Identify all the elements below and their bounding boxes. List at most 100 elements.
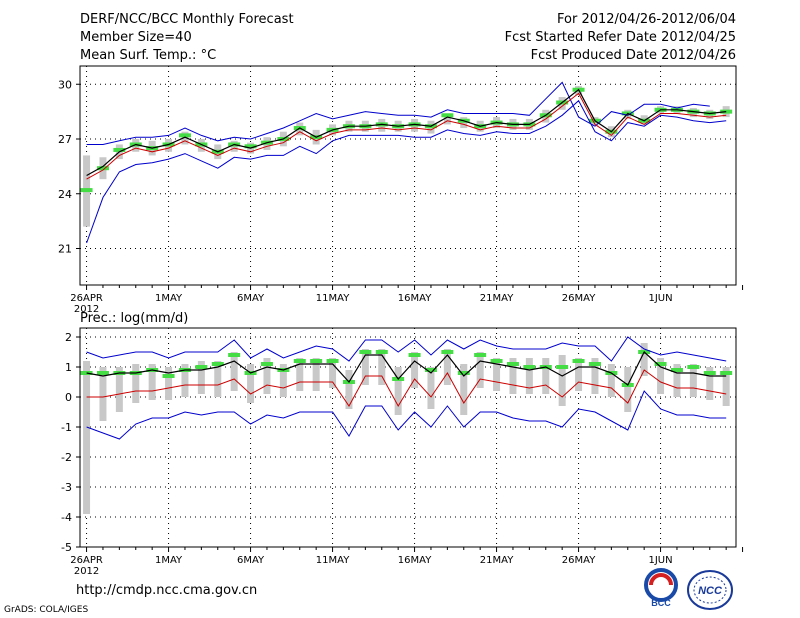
y-tick-label: 30 [58,78,72,91]
ensemble-box [132,364,140,403]
median-bar [703,371,716,375]
ensemble-box [181,364,189,397]
ensemble-box [279,364,287,397]
median-bar [244,144,257,149]
max-line [86,81,710,145]
ensemble-box [263,358,271,394]
ensemble-box [115,367,123,412]
y-tick-label: 2 [65,331,72,344]
chart-title: DERF/NCC/BCC Monthly Forecast [80,12,294,27]
ensemble-box [558,355,566,406]
ensemble-box [345,370,353,409]
x-tick-label: 6MAY [237,555,265,566]
ensemble-box [706,367,714,400]
ensemble-box [493,358,501,391]
x-tick-label: 1JUN [648,555,672,566]
x-tick-label: 26APR [70,555,103,566]
ensemble-box [443,113,451,125]
median-bar [474,353,487,357]
source-url[interactable]: http://cmdp.ncc.cma.gov.cn [76,583,258,598]
x-tick-label: 21MAY [480,293,514,304]
median-bar [113,147,126,152]
y-tick-label: -4 [61,511,72,524]
median-bar [178,133,191,138]
median-bar [441,113,454,118]
median-bar [211,362,224,366]
median-bar [80,371,93,375]
bcc-logo-text: BCC [651,598,671,608]
median-bar [572,359,585,363]
median-bar [375,350,388,354]
median-bar [162,374,175,378]
x-tick-label: 21MAY [480,555,514,566]
ensemble-box [165,367,173,400]
ensemble-box [148,364,156,400]
ensemble-box [312,358,320,391]
median-bar [720,371,733,375]
median-bar [556,365,569,369]
grads-credit: GrADS: COLA/IGES [4,605,89,615]
median-bar [228,353,241,357]
ensemble-box [394,367,402,415]
ensemble-box [460,364,468,415]
max-line [86,336,727,362]
member-size: Member Size=40 [80,30,192,45]
plot-frame [79,65,737,286]
ensemble-box [181,131,189,145]
median-bar [408,353,421,357]
ensemble-box [607,364,615,397]
ensemble-box [673,364,681,397]
control-line [86,369,727,408]
variable-label: Mean Surf. Temp.: °C [80,48,217,63]
median-bar [195,365,208,369]
median-bar [506,362,519,366]
ensemble-box [657,358,665,394]
ensemble-box [525,358,533,394]
x-tick-label: 26APR [70,293,103,304]
y-tick-label: 21 [58,243,72,256]
median-bar [687,365,700,369]
ensemble-box [378,349,386,385]
ensemble-box [197,361,205,394]
ensemble-box [509,358,517,394]
ensemble-box [83,361,91,514]
median-bar [293,359,306,363]
y-tick-label: 27 [58,133,72,146]
median-bar [326,359,339,363]
plot-frame [79,327,737,548]
ensemble-box [624,367,632,412]
y-tick-label: -5 [61,541,72,554]
median-bar [310,359,323,363]
min-line [86,390,727,440]
median-bar [441,350,454,354]
y-tick-label: -3 [61,481,72,494]
y-tick-label: -1 [61,421,72,434]
median-bar [654,362,667,366]
median-bar [80,188,93,193]
forecast-started: Fcst Started Refer Date 2012/04/25 [504,30,736,45]
median-bar [96,166,109,171]
x-tick-label: 16MAY [398,555,432,566]
forecast-period: For 2012/04/26-2012/06/04 [557,12,736,27]
ensemble-box [411,352,419,388]
ensemble-box [722,367,730,406]
median-bar [457,371,470,375]
ensemble-box [214,361,222,397]
median-bar [670,368,683,372]
ncc-logo-text: NCC [698,585,723,597]
x-tick-label: 1MAY [155,293,183,304]
y-tick-label: 24 [58,188,72,201]
ensemble-box [329,358,337,388]
bcc-logo: BCC [644,568,678,608]
ensemble-box [427,367,435,409]
x-tick-label: 1MAY [155,555,183,566]
median-bar [96,371,109,375]
mean-line [86,88,727,177]
median-bar [260,362,273,366]
ensemble-box [640,343,648,376]
ensemble-box [361,349,369,385]
median-bar [490,359,503,363]
median-bar [424,368,437,372]
